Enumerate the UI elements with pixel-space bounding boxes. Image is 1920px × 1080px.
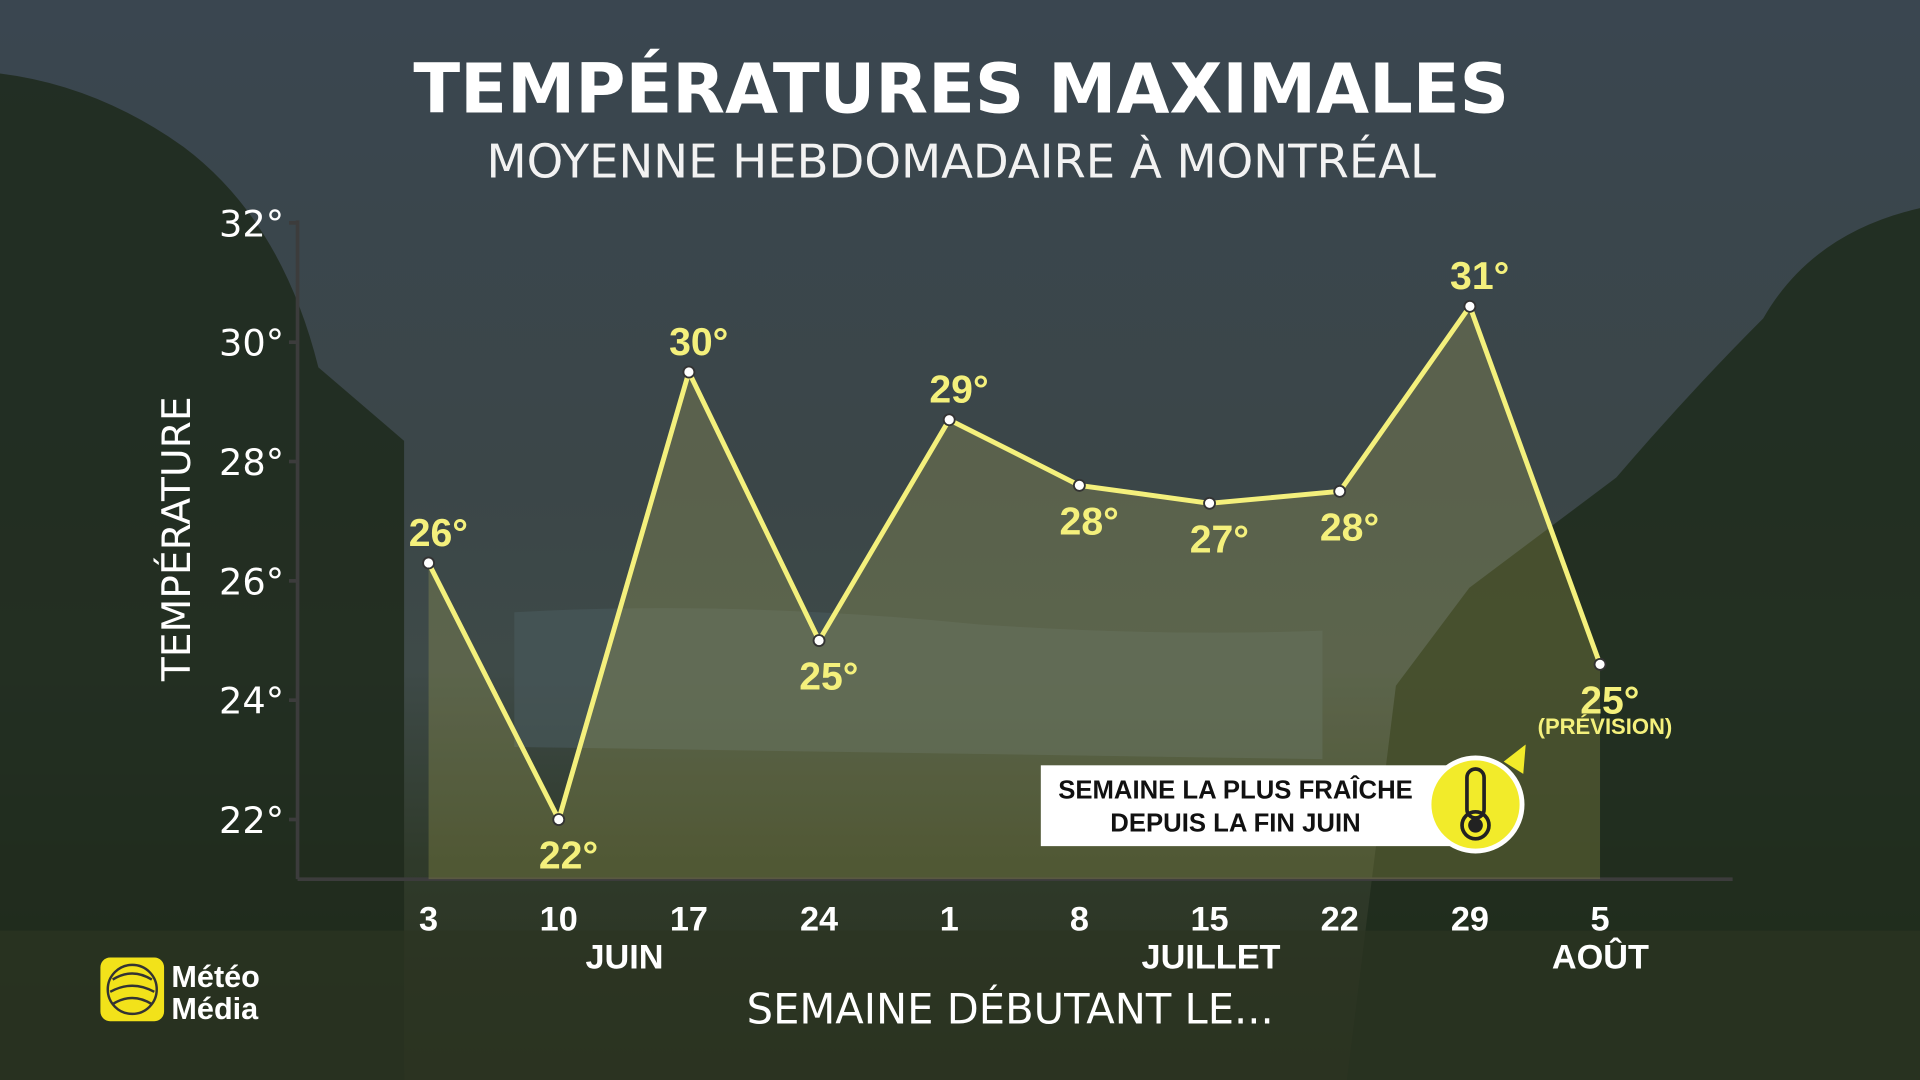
- y-tick-label: 30°: [219, 322, 284, 365]
- chart-subtitle: MOYENNE HEBDOMADAIRE À MONTRÉAL: [486, 135, 1436, 189]
- chart-title: TEMPÉRATURES MAXIMALES: [413, 48, 1509, 130]
- x-tick-label: 15: [1190, 901, 1228, 939]
- logo-text: Météo: [171, 960, 259, 994]
- month-label: JUILLET: [1142, 939, 1281, 977]
- data-label: 31°: [1450, 255, 1509, 298]
- y-axis-label: TEMPÉRATURE: [153, 396, 200, 682]
- point: [942, 413, 956, 427]
- x-tick-label: 17: [670, 901, 708, 939]
- x-tick-label: 8: [1070, 901, 1089, 939]
- point: [682, 365, 696, 379]
- x-tick-label: 5: [1591, 901, 1610, 939]
- data-label: 22°: [539, 834, 598, 877]
- trees-left: [0, 73, 405, 1080]
- x-tick-label: 29: [1451, 901, 1489, 939]
- data-label: 29°: [929, 369, 988, 412]
- y-tick-label: 24°: [219, 680, 284, 723]
- data-label: 28°: [1060, 500, 1119, 543]
- y-tick-label: 22°: [219, 799, 284, 842]
- x-tick-label: 22: [1321, 901, 1359, 939]
- y-tick-label: 32°: [219, 202, 284, 245]
- point: [422, 556, 435, 570]
- point: [552, 813, 566, 826]
- point: [812, 634, 826, 647]
- logo: Météo Média: [100, 957, 260, 1026]
- data-label: 27°: [1190, 518, 1249, 561]
- data-label: 28°: [1320, 506, 1379, 549]
- point: [1593, 657, 1607, 671]
- data-label: 25°: [1580, 679, 1639, 722]
- y-tick-label: 26°: [219, 560, 284, 603]
- x-tick-label: 24: [800, 901, 838, 939]
- thermometer-icon: [1426, 744, 1526, 854]
- month-label: JUIN: [585, 939, 663, 977]
- x-axis-label: SEMAINE DÉBUTANT LE...: [747, 985, 1274, 1034]
- data-label: 26°: [409, 512, 468, 555]
- data-label: 30°: [669, 321, 728, 364]
- x-tick-label: 3: [419, 901, 438, 939]
- point: [1333, 484, 1347, 498]
- point: [1203, 496, 1216, 510]
- lake: [514, 608, 1323, 760]
- forecast-note: (PRÉVISION): [1538, 714, 1673, 739]
- trees-right: [1346, 208, 1920, 1080]
- logo-text: Média: [171, 992, 259, 1026]
- y-tick-label: 28°: [219, 441, 284, 484]
- x-tick-label: 10: [540, 901, 578, 939]
- line: [426, 303, 1603, 822]
- area-fill: [428, 306, 1601, 880]
- callout-box: [1040, 765, 1480, 847]
- data-label: 25°: [799, 655, 858, 698]
- point: [1463, 299, 1477, 313]
- meadow: [0, 930, 1920, 1080]
- plot: 22° 24° 26° 28° 30° 32° 3 10 17 24 1 8 15 22 29 5 JUIN JU…: [219, 202, 1672, 976]
- x-tick-label: 1: [940, 901, 959, 939]
- month-label: AOÛT: [1552, 937, 1649, 977]
- callout-text: DEPUIS LA FIN JUIN: [1110, 809, 1360, 837]
- point: [1072, 478, 1086, 492]
- callout-text: SEMAINE LA PLUS FRAÎCHE: [1058, 774, 1413, 804]
